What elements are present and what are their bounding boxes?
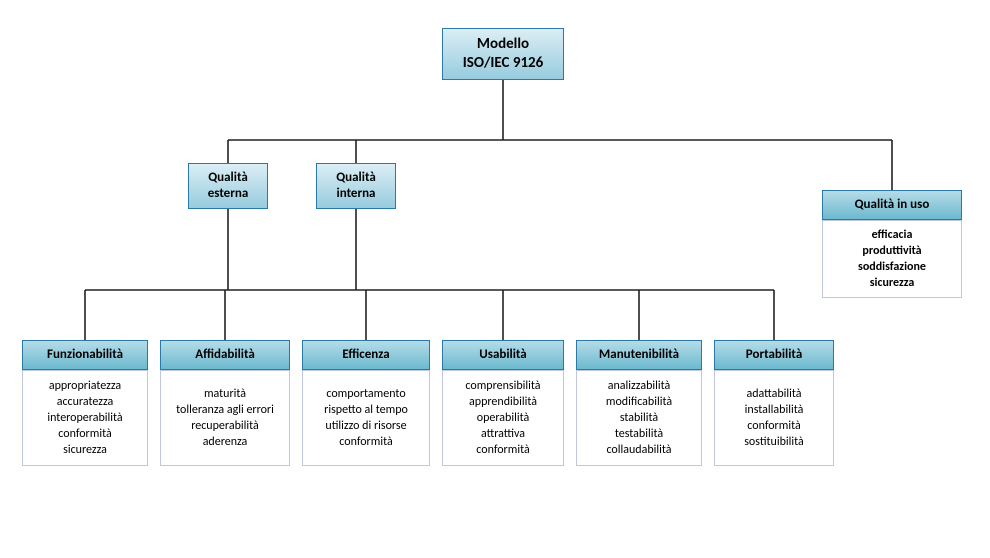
leaf-body-portabilita: adattabilitàinstallabilitàconformitàsost… xyxy=(714,370,834,466)
leaf-head-affidabilita: Affidabilità xyxy=(160,340,290,370)
leaf-body-efficenza: comportamentorispetto al tempoutilizzo d… xyxy=(302,370,430,466)
node-qualita-in-uso-head: Qualità in uso xyxy=(822,190,962,220)
leaf-head-manutenibilita: Manutenibilità xyxy=(576,340,702,370)
node-qualita-interna: Qualitàinterna xyxy=(316,163,396,209)
node-qualita-esterna: Qualitàesterna xyxy=(188,163,268,209)
leaf-head-usabilita: Usabilità xyxy=(442,340,564,370)
leaf-body-manutenibilita: analizzabilitàmodificabilitàstabilitàtes… xyxy=(576,370,702,466)
leaf-body-funzionabilita: appropriatezzaaccuratezzainteroperabilit… xyxy=(22,370,148,466)
leaf-head-efficenza: Efficenza xyxy=(302,340,430,370)
leaf-body-affidabilita: maturitàtolleranza agli errorirecuperabi… xyxy=(160,370,290,466)
node-qualita-in-uso-body: efficaciaproduttivitàsoddisfazionesicure… xyxy=(822,220,962,298)
root-node: ModelloISO/IEC 9126 xyxy=(442,28,564,80)
leaf-head-funzionabilita: Funzionabilità xyxy=(22,340,148,370)
leaf-body-usabilita: comprensibilitàapprendibilitàoperabilità… xyxy=(442,370,564,466)
leaf-head-portabilita: Portabilità xyxy=(714,340,834,370)
